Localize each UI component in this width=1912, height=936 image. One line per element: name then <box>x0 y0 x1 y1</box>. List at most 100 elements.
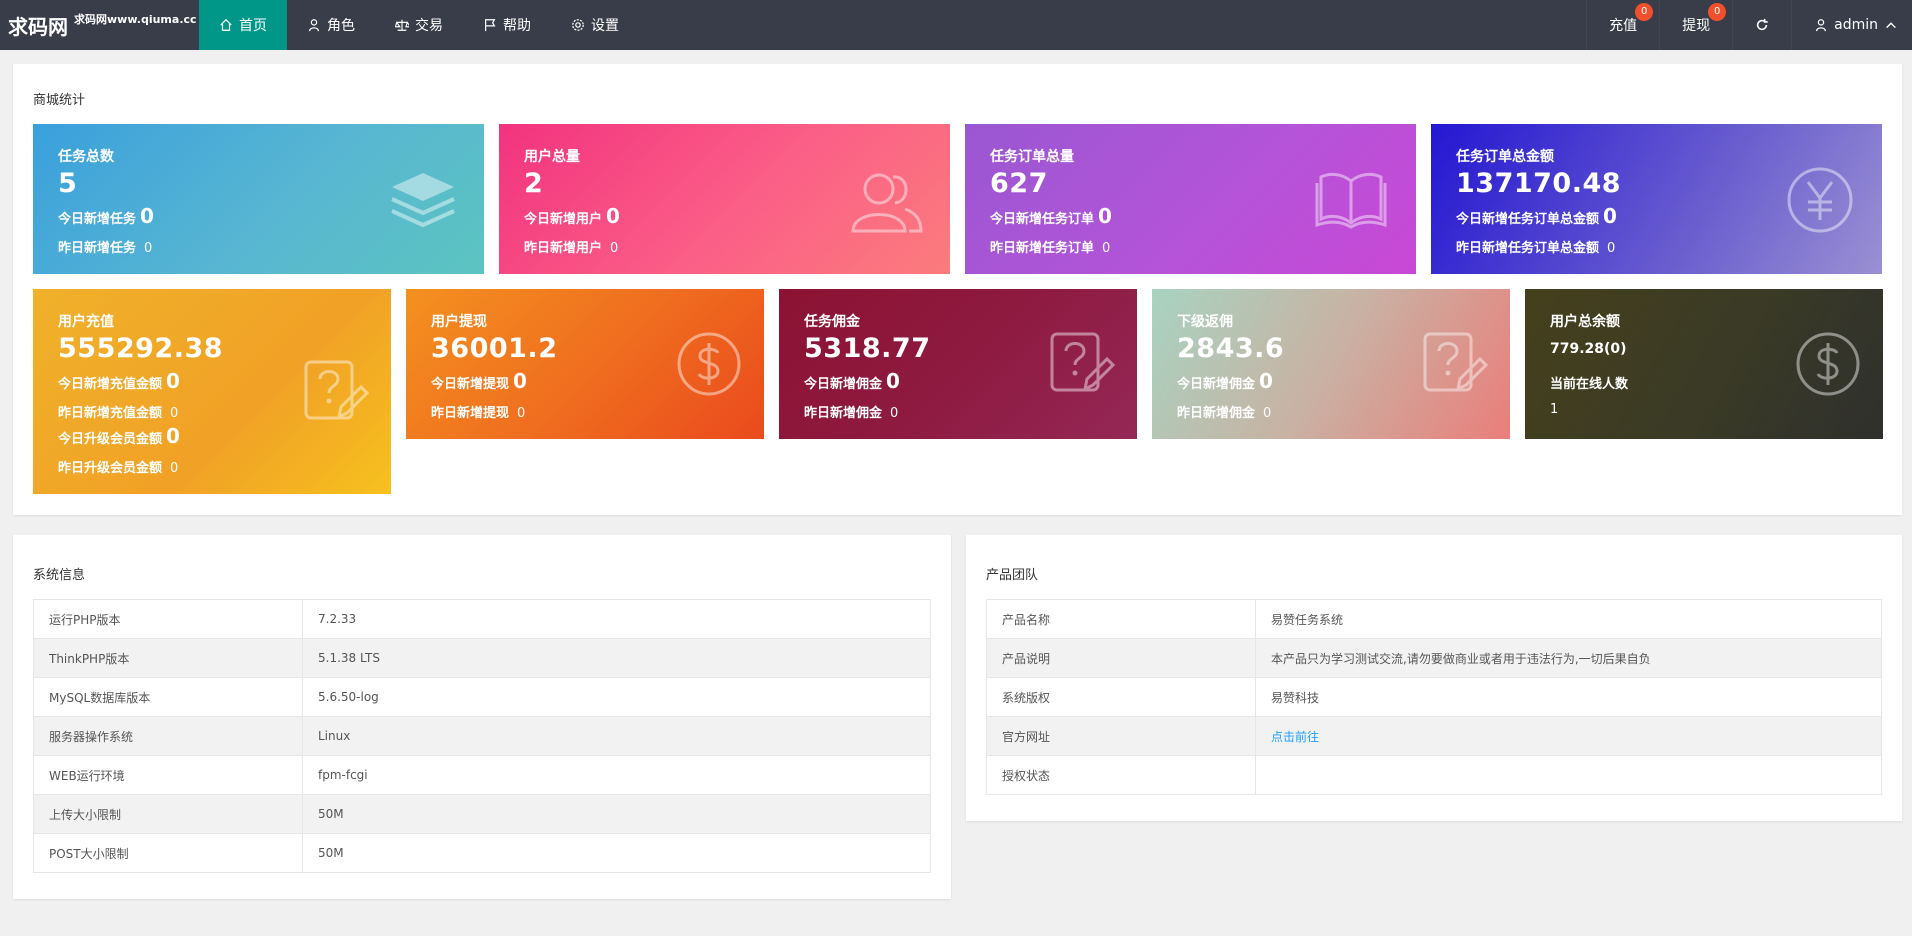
table-row: 系统版权 易赞科技 <box>986 677 1882 717</box>
card-today-line: 今日新增佣金 0 <box>804 369 900 393</box>
recharge-label: 充值 <box>1609 18 1638 34</box>
card-value: 36001.2 <box>431 333 558 364</box>
card-today-line: 今日新增用户 0 <box>524 204 620 228</box>
row-value: 50M <box>302 794 931 834</box>
site-url: 求码网www.qiuma.cc <box>74 13 197 26</box>
nav-home[interactable]: 首页 <box>199 0 287 50</box>
card-title: 用户充值 <box>58 314 114 330</box>
row-key: 产品名称 <box>986 599 1256 639</box>
row-key: MySQL数据库版本 <box>33 677 303 717</box>
card-yesterday-value: 0 <box>1102 241 1111 256</box>
card-value: 2843.6 <box>1177 333 1285 364</box>
product-team-table: 产品名称 易赞任务系统 产品说明 本产品只为学习测试交流,请勿要做商业或者用于违法行… <box>986 599 1882 795</box>
dollar-icon <box>677 332 741 396</box>
card-title: 任务佣金 <box>804 314 860 330</box>
row-value: Linux <box>302 716 931 756</box>
stat-card-order-amount: 任务订单总金额 137170.48 今日新增任务订单总金额 0 昨日新增任务订单总… <box>1431 124 1882 274</box>
row-value: 本产品只为学习测试交流,请勿要做商业或者用于违法行为,一切后果自负 <box>1255 638 1882 678</box>
card-today-value: 0 <box>1098 204 1112 228</box>
flag-icon <box>485 19 496 32</box>
user-icon <box>1816 19 1827 32</box>
dollar-icon <box>1796 332 1860 396</box>
refresh-button[interactable] <box>1732 0 1791 50</box>
row-value: 7.2.33 <box>302 599 931 639</box>
nav-trade[interactable]: 交易 <box>375 0 463 50</box>
official-site-link[interactable]: 点击前往 <box>1271 729 1320 744</box>
product-team-title: 产品团队 <box>986 568 1039 583</box>
nav-role-label: 角色 <box>327 18 355 34</box>
row-key: 系统版权 <box>986 677 1256 717</box>
card-value: 555292.38 <box>58 333 224 364</box>
card-upgrade-yesterday-label: 昨日升级会员金额 <box>58 461 163 476</box>
book-icon <box>1315 172 1387 229</box>
card-today-value: 0 <box>513 369 527 393</box>
home-icon <box>220 18 232 31</box>
row-key: 服务器操作系统 <box>33 716 303 756</box>
system-info-title: 系统信息 <box>33 568 86 583</box>
card-upgrade-today-label: 今日升级会员金额 <box>58 432 163 447</box>
row-key: 官方网址 <box>986 716 1256 756</box>
stat-card-recharge: 用户充值 555292.38 今日新增充值金额 0 昨日新增充值金额 0 今日升级会… <box>33 289 391 494</box>
card-title: 用户总余额 <box>1550 314 1620 330</box>
refresh-icon <box>1756 18 1768 31</box>
card-yesterday-label: 昨日新增佣金 <box>1177 406 1256 421</box>
table-row: POST大小限制 50M <box>33 833 931 873</box>
row-value: 易赞科技 <box>1255 677 1882 717</box>
card-today-label: 今日新增任务订单总金额 <box>1456 212 1600 227</box>
card-today-value: 0 <box>1259 369 1273 393</box>
stat-card-orders: 任务订单总量 627 今日新增任务订单 0 昨日新增任务订单 0 <box>965 124 1416 274</box>
card-today-label: 今日新增充值金额 <box>58 377 163 392</box>
recharge-badge: 0 <box>1635 3 1654 21</box>
card-today-value: 0 <box>606 204 620 228</box>
card-yesterday-label: 昨日新增充值金额 <box>58 406 163 421</box>
recharge-link[interactable]: 充值 0 <box>1586 0 1659 50</box>
main-nav: 首页 角色 交易 帮助 设置 <box>199 0 639 50</box>
nav-role[interactable]: 角色 <box>287 0 375 50</box>
table-row: 服务器操作系统 Linux <box>33 716 931 756</box>
card-yesterday-value: 0 <box>890 406 899 421</box>
card-today-line: 今日新增任务 0 <box>58 204 154 228</box>
card-title: 用户提现 <box>431 314 487 330</box>
card-yesterday-line: 昨日新增佣金 0 <box>1177 402 1271 421</box>
right-nav: 充值 0 提现 0 admin <box>1586 0 1912 50</box>
card-today-line: 今日新增佣金 0 <box>1177 369 1273 393</box>
card-title: 任务总数 <box>58 149 114 165</box>
card-today-label: 今日新增提现 <box>431 377 510 392</box>
card-today-value: 0 <box>886 369 900 393</box>
row-key: 运行PHP版本 <box>33 599 303 639</box>
system-info-table: 运行PHP版本 7.2.33 ThinkPHP版本 5.1.38 LTS MySQL… <box>33 599 931 873</box>
layers-icon <box>391 173 455 228</box>
card-today-line: 今日新增任务订单总金额 0 <box>1456 204 1617 228</box>
table-row: 授权状态 <box>986 755 1882 795</box>
stat-card-commission: 任务佣金 5318.77 今日新增佣金 0 昨日新增佣金 0 <box>779 289 1137 439</box>
nav-settings[interactable]: 设置 <box>551 0 639 50</box>
chevron-up-icon <box>1886 22 1896 29</box>
row-value: 50M <box>302 833 931 873</box>
card-today-label: 今日新增任务订单 <box>990 212 1095 227</box>
table-row: 产品说明 本产品只为学习测试交流,请勿要做商业或者用于违法行为,一切后果自负 <box>986 638 1882 678</box>
nav-home-label: 首页 <box>239 18 267 34</box>
card-value: 5318.77 <box>804 333 931 364</box>
card-yesterday-value: 0 <box>610 241 619 256</box>
logo[interactable]: 求码网 求码网www.qiuma.cc <box>8 0 197 50</box>
nav-help[interactable]: 帮助 <box>463 0 551 50</box>
card-title: 用户总量 <box>524 149 580 165</box>
row-value: fpm-fcgi <box>302 755 931 795</box>
withdraw-link[interactable]: 提现 0 <box>1659 0 1732 50</box>
row-value <box>1255 755 1882 795</box>
nav-settings-label: 设置 <box>591 18 619 34</box>
card-today-label: 今日新增用户 <box>524 212 603 227</box>
brand-name: 求码网 <box>8 14 68 39</box>
card-title: 任务订单总金额 <box>1456 149 1554 165</box>
card-yesterday-value: 0 <box>170 406 179 421</box>
yen-icon <box>1787 167 1853 233</box>
table-row: 运行PHP版本 7.2.33 <box>33 599 931 639</box>
card-yesterday-line: 昨日新增充值金额 0 <box>58 402 178 421</box>
card-yesterday-line: 昨日新增任务订单 0 <box>990 237 1110 256</box>
card-title: 任务订单总量 <box>990 149 1074 165</box>
row-key: 授权状态 <box>986 755 1256 795</box>
user-menu[interactable]: admin <box>1791 0 1912 50</box>
card-yesterday-value: 0 <box>517 406 526 421</box>
card-upgrade-yesterday-value: 0 <box>170 461 179 476</box>
card-upgrade-today-line: 今日升级会员金额 0 <box>58 424 180 448</box>
